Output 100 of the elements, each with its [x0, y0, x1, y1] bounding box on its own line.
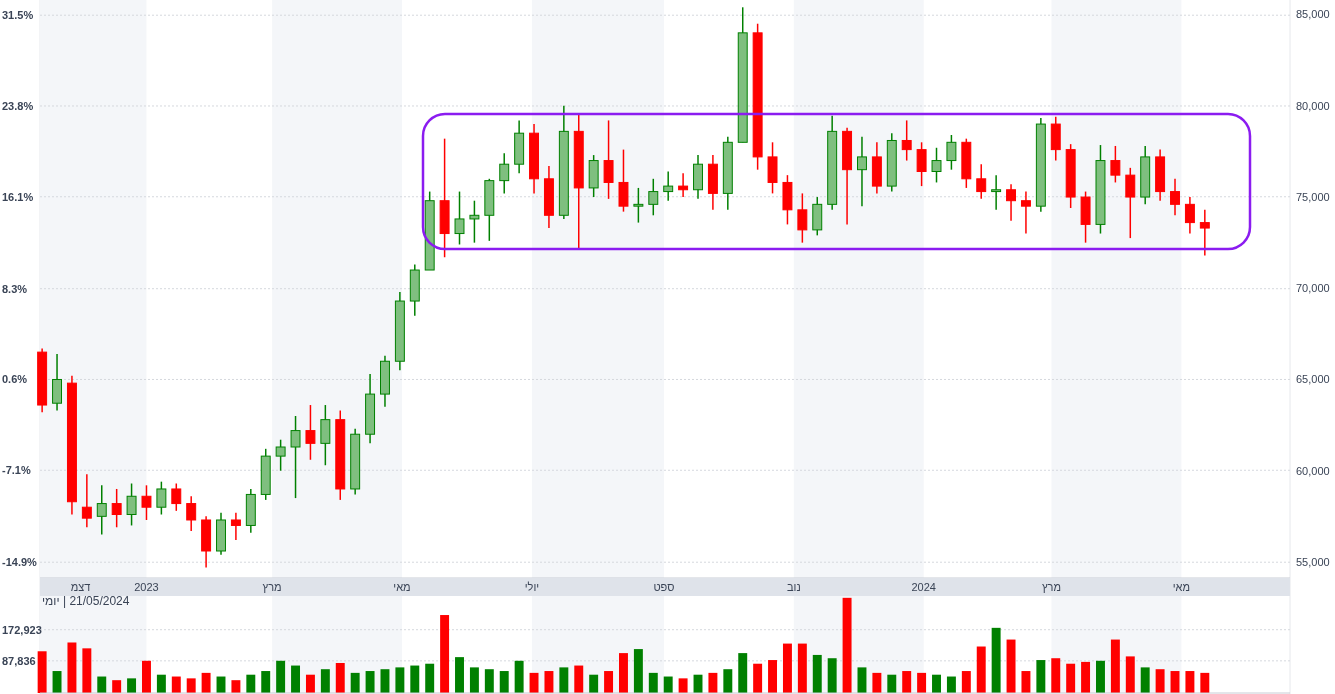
- bar: [1140, 667, 1150, 693]
- bar: [633, 649, 643, 693]
- bar: [872, 672, 882, 693]
- y2-tick-label: 85,000: [1296, 8, 1330, 21]
- candlestick: [230, 511, 241, 541]
- bar: [782, 643, 792, 693]
- bar: [127, 678, 137, 693]
- y2-tick-label: 60,000: [1296, 464, 1330, 477]
- bar: [514, 660, 524, 693]
- bar: [365, 671, 375, 693]
- y-tick-label: 172,923: [2, 623, 42, 636]
- bar: [142, 660, 151, 693]
- bar: [738, 653, 748, 693]
- bar: [305, 674, 315, 693]
- x-tick-label: דצמ: [70, 581, 91, 593]
- bar: [156, 674, 166, 693]
- candlestick: [931, 147, 942, 184]
- candlestick: [469, 199, 480, 244]
- y-tick-label: 23.8%: [2, 99, 34, 112]
- bar: [67, 642, 77, 693]
- bar: [469, 667, 479, 693]
- bar: [917, 672, 927, 693]
- bar: [484, 669, 494, 693]
- candlestick: [141, 484, 152, 521]
- candlestick: [454, 190, 465, 246]
- candlestick: [186, 495, 197, 532]
- bar: [991, 627, 1001, 693]
- x-tick-label: יולי: [524, 581, 540, 593]
- bar: [1036, 660, 1046, 693]
- candlestick: [81, 473, 92, 529]
- y-tick-label: -7.1%: [2, 464, 31, 477]
- y2-tick-label: 55,000: [1296, 555, 1330, 568]
- bar: [604, 671, 614, 693]
- bar: [678, 678, 688, 693]
- bar: [1051, 658, 1061, 693]
- bar: [1066, 663, 1076, 693]
- candlestick: [946, 134, 957, 171]
- y-tick-label: 0.6%: [2, 373, 28, 386]
- bar: [276, 660, 286, 693]
- candlestick: [1110, 145, 1121, 184]
- bar: [1125, 656, 1135, 693]
- bar: [112, 680, 122, 693]
- candlestick: [663, 170, 674, 202]
- candlestick: [1184, 196, 1195, 235]
- x-tick-label: מאי: [393, 581, 411, 593]
- candlestick: [603, 119, 614, 200]
- bar: [902, 671, 912, 693]
- bar: [812, 654, 822, 693]
- candlestick: [52, 353, 63, 412]
- bar: [544, 671, 554, 693]
- candlestick: [320, 404, 331, 466]
- bar: [976, 646, 986, 693]
- bar: [1006, 639, 1016, 693]
- candlestick: [275, 438, 286, 472]
- bar: [842, 597, 852, 693]
- y2-tick-label: 70,000: [1296, 282, 1330, 295]
- candlestick: [618, 148, 629, 213]
- bar: [350, 672, 360, 693]
- bar: [663, 676, 673, 693]
- bar: [1081, 661, 1091, 693]
- x-tick-label: מרץ: [1042, 581, 1061, 593]
- bar: [231, 680, 241, 693]
- bar: [186, 678, 196, 693]
- bar: [887, 674, 897, 693]
- y-tick-label: 31.5%: [2, 9, 34, 22]
- candlestick: [1199, 209, 1210, 257]
- bar: [946, 676, 956, 693]
- bar: [52, 671, 62, 693]
- bar: [261, 671, 271, 693]
- bar: [932, 674, 941, 693]
- candlestick: [1006, 183, 1017, 222]
- bar: [723, 669, 733, 693]
- x-tick-label: מאי: [1172, 581, 1191, 593]
- candlestick: [991, 174, 1002, 211]
- candlestick: [96, 484, 107, 536]
- bar: [499, 671, 509, 693]
- candlestick: [1125, 167, 1136, 239]
- bar: [529, 672, 539, 693]
- bar: [320, 669, 330, 693]
- candlestick: [305, 404, 316, 461]
- bar: [574, 665, 584, 693]
- y2-tick-label: 65,000: [1296, 373, 1330, 386]
- bar: [961, 671, 971, 693]
- bar: [1185, 671, 1195, 693]
- candlestick: [499, 152, 510, 195]
- bar: [395, 667, 405, 693]
- x-tick-label: מרץ: [262, 581, 282, 593]
- candlestick: [156, 480, 167, 516]
- candlestick: [1170, 178, 1180, 217]
- y-tick-label: -14.9%: [2, 556, 38, 569]
- candlestick: [171, 482, 182, 512]
- bar: [82, 648, 92, 693]
- bar: [753, 663, 763, 693]
- x-tick-label: 2023: [134, 581, 159, 593]
- candlestick: [290, 415, 301, 499]
- x-tick-label: ספט: [653, 581, 675, 593]
- y-tick-label: 8.3%: [2, 282, 28, 295]
- bar: [559, 667, 569, 693]
- bar: [37, 651, 47, 693]
- bar: [455, 657, 464, 693]
